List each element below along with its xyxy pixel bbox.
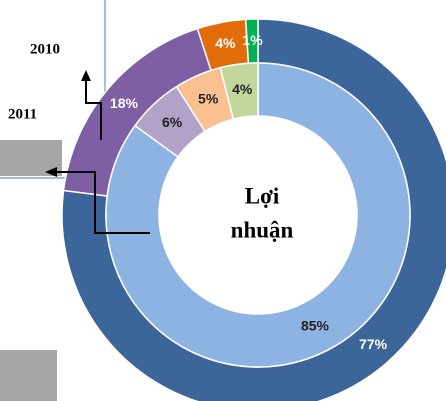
donut <box>61 18 446 401</box>
series-label: 2011 <box>8 106 37 122</box>
arrow-head <box>81 70 91 81</box>
data-label: 77% <box>359 336 388 352</box>
data-label: 1% <box>242 32 263 48</box>
arrow-head <box>45 167 57 177</box>
gray-block <box>0 350 57 401</box>
data-label: 6% <box>162 114 183 130</box>
data-label: 85% <box>301 318 330 334</box>
data-label: 18% <box>110 95 139 111</box>
center-label: Lợi <box>245 183 280 208</box>
series-label: 2010 <box>30 41 60 57</box>
data-label: 4% <box>232 81 253 97</box>
donut-hole <box>161 118 355 312</box>
donut-segment <box>219 62 259 121</box>
donut-segment <box>105 62 411 368</box>
center-label: nhuận <box>231 217 294 242</box>
data-label: 4% <box>215 35 236 51</box>
pointer <box>56 80 150 234</box>
data-label: 5% <box>198 91 219 107</box>
